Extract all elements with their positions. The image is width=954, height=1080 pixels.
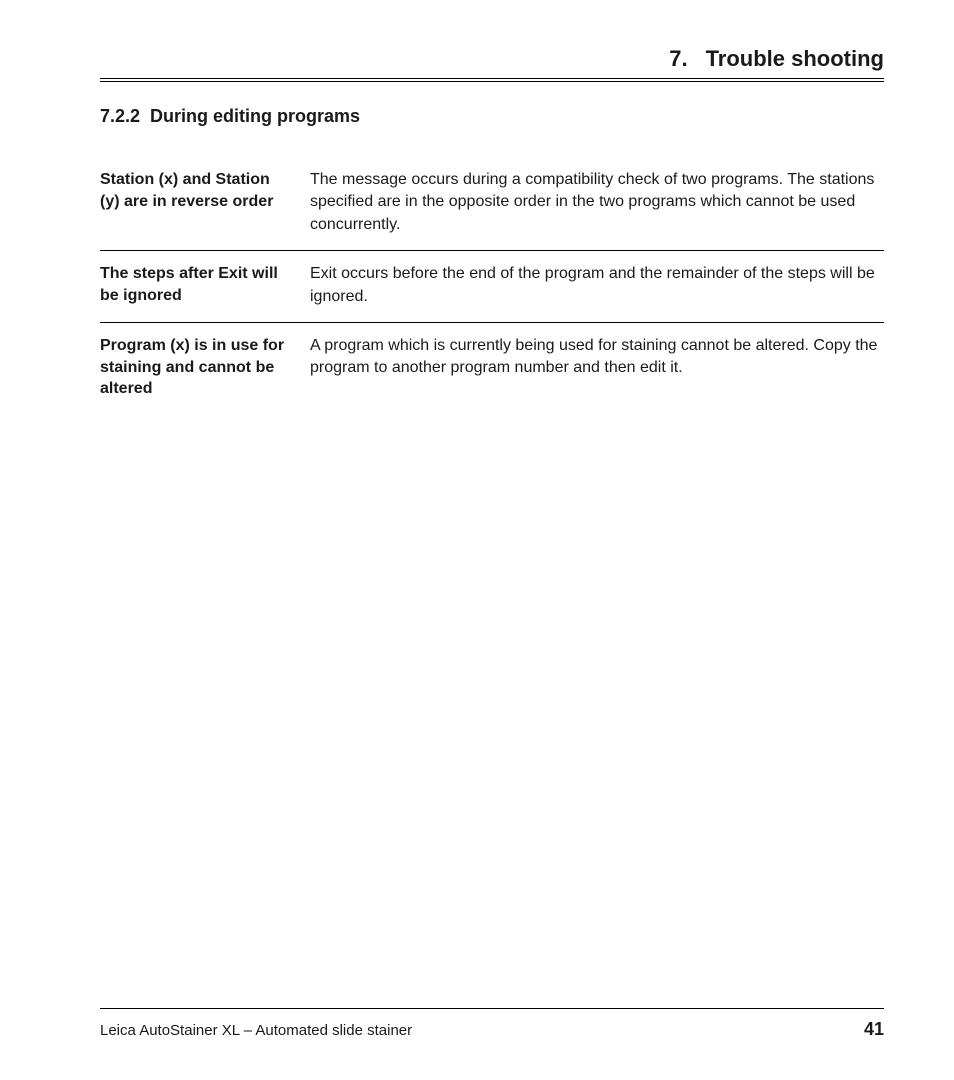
row-term: The steps after Exit will be ignored bbox=[100, 263, 290, 306]
row-description: A program which is currently being used … bbox=[310, 335, 884, 380]
row-description: The message occurs during a compatibilit… bbox=[310, 169, 884, 236]
section-number: 7.2.2 bbox=[100, 106, 140, 126]
section-title: During editing programs bbox=[150, 106, 360, 126]
row-term: Station (x) and Station (y) are in rever… bbox=[100, 169, 290, 212]
page-number: 41 bbox=[864, 1019, 884, 1040]
row-description: Exit occurs before the end of the progra… bbox=[310, 263, 884, 308]
chapter-header: 7. Trouble shooting bbox=[100, 46, 884, 82]
row-term: Program (x) is in use for staining and c… bbox=[100, 335, 290, 400]
page: 7. Trouble shooting 7.2.2 During editing … bbox=[0, 0, 954, 1080]
table-row: Program (x) is in use for staining and c… bbox=[100, 323, 884, 414]
chapter-title: Trouble shooting bbox=[706, 46, 884, 72]
table-row: Station (x) and Station (y) are in rever… bbox=[100, 157, 884, 251]
page-footer: Leica AutoStainer XL – Automated slide s… bbox=[100, 1008, 884, 1040]
footer-text: Leica AutoStainer XL – Automated slide s… bbox=[100, 1022, 412, 1039]
section-heading: 7.2.2 During editing programs bbox=[100, 106, 884, 127]
table-row: The steps after Exit will be ignored Exi… bbox=[100, 251, 884, 323]
chapter-number: 7. bbox=[669, 46, 687, 72]
troubleshoot-table: Station (x) and Station (y) are in rever… bbox=[100, 157, 884, 414]
